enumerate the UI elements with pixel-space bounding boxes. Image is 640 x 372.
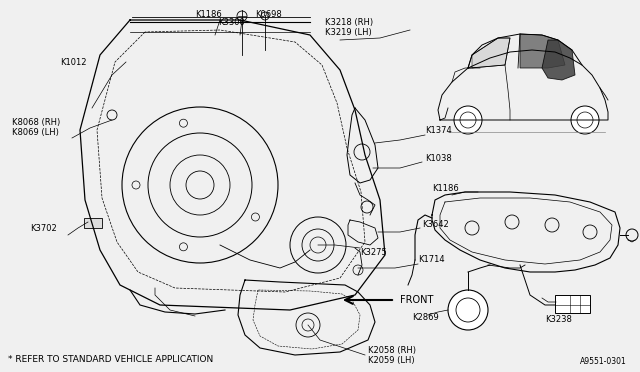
- Text: K1012: K1012: [60, 58, 86, 67]
- Polygon shape: [472, 38, 510, 68]
- Polygon shape: [542, 40, 575, 80]
- Text: K3642: K3642: [422, 219, 449, 228]
- Text: A9551-0301: A9551-0301: [580, 357, 627, 366]
- Text: K1186: K1186: [195, 10, 221, 19]
- Text: K1186: K1186: [432, 183, 459, 192]
- Text: K3219 (LH): K3219 (LH): [325, 28, 372, 36]
- Text: K3275: K3275: [360, 247, 387, 257]
- Text: K1374: K1374: [425, 125, 452, 135]
- Text: K3238: K3238: [545, 315, 572, 324]
- Text: K3702: K3702: [30, 224, 57, 232]
- Text: K1038: K1038: [425, 154, 452, 163]
- Text: K0698: K0698: [255, 10, 282, 19]
- Text: K8068 (RH): K8068 (RH): [12, 118, 60, 126]
- Circle shape: [571, 106, 599, 134]
- Text: K2059 (LH): K2059 (LH): [368, 356, 415, 365]
- Text: FRONT: FRONT: [400, 295, 433, 305]
- Polygon shape: [520, 34, 565, 68]
- Text: K2869: K2869: [412, 314, 439, 323]
- Circle shape: [448, 290, 488, 330]
- Text: K2058 (RH): K2058 (RH): [368, 346, 416, 355]
- FancyBboxPatch shape: [555, 295, 590, 313]
- Text: K3218 (RH): K3218 (RH): [325, 17, 373, 26]
- Text: * REFER TO STANDARD VEHICLE APPLICATION: * REFER TO STANDARD VEHICLE APPLICATION: [8, 356, 213, 365]
- Circle shape: [454, 106, 482, 134]
- Text: K1714: K1714: [418, 256, 445, 264]
- Text: K8069 (LH): K8069 (LH): [12, 128, 59, 137]
- FancyBboxPatch shape: [84, 218, 102, 228]
- Text: K3300: K3300: [218, 17, 244, 26]
